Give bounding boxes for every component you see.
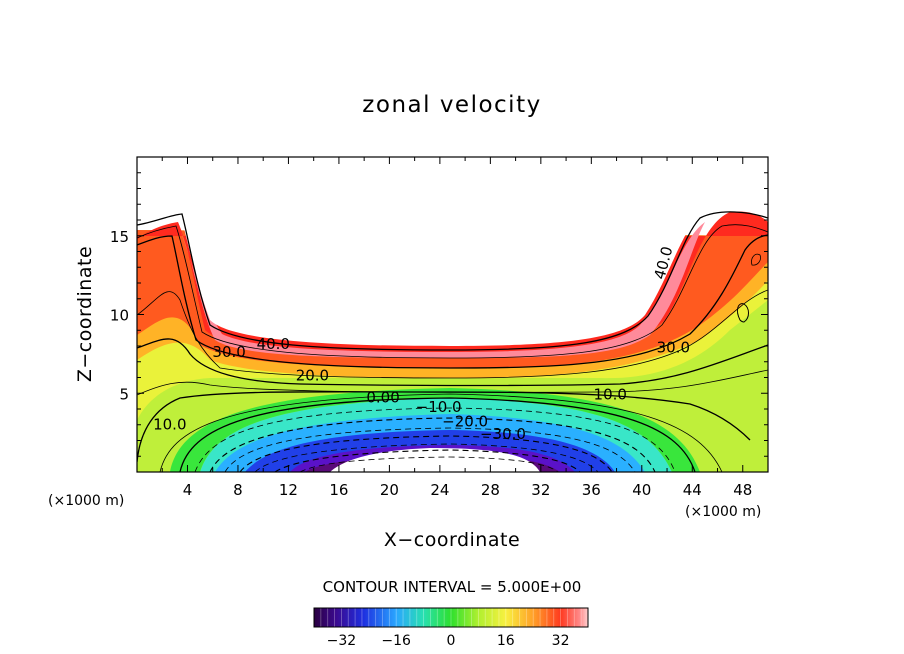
x-axis-ticks: 4 8 12 16 20 24 28 32 36 40 44 48 (161, 157, 752, 499)
contour-5 (159, 393, 723, 472)
plot-area: 40.0 30.0 20.0 10.0 0.00 −10.0−20.0−30.0 10.0 3… (137, 157, 768, 472)
y-axis-ticks: 5 10 15 (110, 172, 768, 457)
contour-neg-30 (274, 449, 581, 472)
y-tick-label: 15 (110, 228, 129, 246)
colorbar-tick-label: 0 (447, 633, 456, 649)
x-axis-title: X−coordinate (384, 529, 520, 551)
contour-neg-20 (239, 435, 613, 472)
chart-title: zonal velocity (362, 92, 541, 118)
contour-label: −20.0 (442, 412, 488, 430)
contour-label: 10.0 (153, 415, 186, 433)
colorbar-ticks: −32 −16 0 16 32 (327, 633, 570, 649)
contour-40 (137, 211, 768, 351)
colorbar: −32 −16 0 16 32 (313, 607, 589, 649)
x-tick-label: 48 (733, 481, 752, 499)
contour-35 (137, 224, 768, 359)
x-tick-label: 16 (329, 481, 348, 499)
x-tick-label: 4 (183, 481, 193, 499)
x-tick-label: 32 (531, 481, 550, 499)
x-tick-label: 20 (380, 481, 399, 499)
contour-fill (137, 157, 768, 472)
x-tick-label: 8 (233, 481, 243, 499)
colorbar-stripes (320, 608, 582, 627)
contour-neg-15 (224, 427, 636, 472)
x-tick-label: 12 (279, 481, 298, 499)
contour-label: 20.0 (296, 367, 329, 385)
band-green (170, 388, 700, 472)
x-tick-label: 36 (582, 481, 601, 499)
contour-label: 10.0 (594, 386, 627, 404)
contour-lines (137, 211, 768, 472)
colorbar-tick-label: −32 (327, 633, 357, 649)
contour-label: 30.0 (212, 343, 245, 361)
contour-10 (137, 391, 751, 463)
contour-label: 0.00 (366, 389, 399, 407)
x-tick-label: 24 (430, 481, 449, 499)
x-axis-unit-left: (×1000 m) (48, 493, 124, 509)
x-tick-label: 28 (481, 481, 500, 499)
x-axis-unit-right: (×1000 m) (685, 504, 761, 520)
colorbar-tick-label: −16 (381, 633, 411, 649)
contour-neg-25 (254, 443, 599, 472)
band-white-core (137, 157, 768, 346)
y-axis-title: Z−coordinate (74, 246, 96, 382)
y-tick-label: 10 (110, 307, 129, 325)
contour-right-closed (736, 303, 749, 323)
band-white-min (330, 448, 540, 472)
x-tick-label: 44 (683, 481, 702, 499)
colorbar-tick-label: 32 (552, 633, 570, 649)
contour-30 (137, 234, 768, 369)
contour-25 (137, 289, 768, 379)
contour-neg-5 (194, 407, 676, 472)
contour-label: −10.0 (416, 398, 462, 416)
contour-label: 30.0 (657, 338, 690, 356)
y-tick-label: 5 (119, 385, 129, 403)
contour-20 (137, 338, 768, 387)
colorbar-tick-label: 16 (497, 633, 515, 649)
band-pink (180, 222, 705, 358)
x-tick-label: 40 (632, 481, 651, 499)
contour-interval-text: CONTOUR INTERVAL = 5.000E+00 (323, 578, 582, 596)
contour-neg-35 (299, 456, 559, 472)
contour-labels: 40.0 30.0 20.0 10.0 0.00 −10.0−20.0−30.0 10.0 3… (153, 244, 690, 443)
colorbar-gradient (314, 608, 588, 627)
contour-label: −30.0 (480, 425, 526, 443)
colorbar-frame (313, 607, 589, 628)
contour-0 (179, 397, 696, 472)
contour-neg-10 (209, 417, 656, 472)
contour-right-closed-2 (751, 253, 761, 266)
contour-label: 40.0 (257, 335, 290, 353)
